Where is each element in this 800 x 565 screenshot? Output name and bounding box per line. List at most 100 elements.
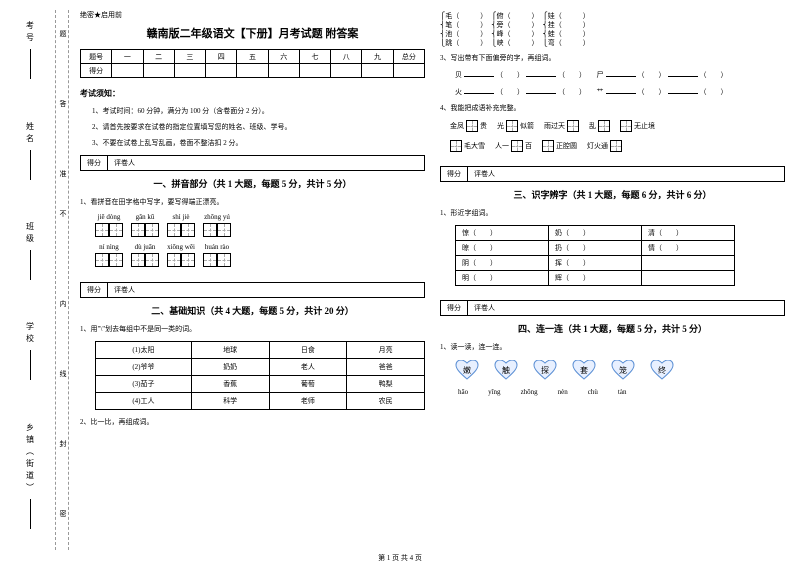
word-cell: 爸爸	[347, 359, 425, 376]
grader-label: 评卷人	[468, 301, 501, 315]
blank	[526, 69, 556, 77]
tzg-cell	[542, 140, 554, 152]
question-text: 1、看拼音在田字格中写字，要写得端正漂亮。	[80, 197, 425, 207]
char: 蛙	[548, 30, 555, 38]
notice-item: 3、不要在试卷上乱写乱画，卷面不整洁扣 2 分。	[92, 138, 425, 148]
char: 峡	[497, 39, 504, 47]
idiom-post: 无止境	[634, 121, 655, 131]
table-row: (4)工人科学老师农民	[96, 393, 425, 410]
radical-char: 贝	[455, 71, 462, 79]
notice-item: 1、考试时间：60 分钟，满分为 100 分（含卷面分 2 分）。	[92, 106, 425, 116]
idiom-pre: 金凤	[450, 121, 464, 131]
label-text: 班级	[25, 222, 36, 246]
right-column: ⎧毛（ ） ⎨笔（ ） ⎨池（ ） ⎩跳（ ） ⎧俯（ ） ⎨旁（ ） ⎨峰（ …	[440, 10, 785, 550]
heart-char: 笼	[619, 365, 627, 376]
label-text: 学校	[25, 322, 36, 346]
heart-icon: 触	[494, 360, 518, 380]
pinyin-match-row: hāo yǐng zhōng nèn chù tàn	[458, 388, 785, 396]
pinyin-text: zhōng yú	[204, 213, 230, 221]
tianzige	[203, 223, 231, 237]
idiom-row: 毛大雪 人一百 正腔圆 灯火通	[450, 140, 785, 152]
heart-item: 终	[650, 360, 674, 380]
label-text: 姓名	[25, 122, 36, 146]
header-cell: 总分	[393, 50, 424, 64]
pinyin-text: hāo	[458, 388, 468, 396]
blank	[464, 86, 494, 94]
pinyin-text: dù juān	[135, 243, 156, 251]
label-text: 考号	[25, 21, 36, 45]
table-row: 晾（ ）扔（ ）情（ ）	[456, 241, 735, 256]
char: 俯	[497, 12, 504, 20]
tzg-cell	[181, 223, 195, 237]
tzg-cell	[203, 253, 217, 267]
tianzige	[131, 253, 159, 267]
header-cell: 八	[331, 50, 362, 64]
word-cell: 奶奶	[191, 359, 269, 376]
tzg-cell	[131, 223, 145, 237]
word-cell: 科学	[191, 393, 269, 410]
xing-cell: 惊（ ）	[456, 226, 549, 241]
pinyin-group: jiě dòng	[95, 213, 123, 237]
tzg-cell	[567, 120, 579, 132]
fill-line	[30, 499, 31, 529]
grader-label: 评卷人	[468, 167, 501, 181]
word-cell: 老师	[269, 393, 347, 410]
tzg-cell	[145, 223, 159, 237]
vert-label: 班级	[25, 222, 36, 280]
char-paren: 清（	[648, 229, 662, 237]
score-label: 得分	[81, 283, 108, 297]
tzg-cell	[620, 120, 632, 132]
char-paren: 明（	[462, 274, 476, 282]
blank	[668, 86, 698, 94]
seal-hint: 密	[58, 510, 68, 517]
idiom-item: 灯火通	[587, 140, 622, 152]
notice-item: 2、请首先按要求在试卷的指定位置填写您的姓名、班级、学号。	[92, 122, 425, 132]
heart-item: 套	[572, 360, 596, 380]
idiom-item: 金凤贵	[450, 120, 487, 132]
idiom-item: 人一百	[495, 140, 532, 152]
fill-line	[30, 150, 31, 180]
pinyin-text: huán rào	[205, 243, 229, 251]
table-row: 阴（ ）挥（ ）	[456, 256, 735, 271]
left-column: 绝密★启用前 赣南版二年级语文【下册】月考试题 附答案 题号 一 二 三 四 五…	[80, 10, 425, 550]
grader-box: 得分 评卷人	[80, 155, 425, 171]
heart-char: 套	[580, 365, 588, 376]
seal-hint: 线	[58, 370, 68, 377]
word-cell: (4)工人	[96, 393, 192, 410]
tzg-cell	[167, 223, 181, 237]
tzg-cell	[217, 253, 231, 267]
seal-hint: 答	[58, 100, 68, 107]
xing-cell: 情（ ）	[642, 241, 735, 256]
idiom-item: 正腔圆	[542, 140, 577, 152]
heart-icon: 嫩	[455, 360, 479, 380]
word-cell: 地球	[191, 342, 269, 359]
radical-char: 艹	[597, 88, 604, 96]
word-cell: 鸭梨	[347, 376, 425, 393]
idiom-post: 正腔圆	[556, 141, 577, 151]
score-cell	[206, 64, 237, 78]
tzg-cell	[145, 253, 159, 267]
heart-item: 笼	[611, 360, 635, 380]
vert-label: 姓名	[25, 122, 36, 180]
heart-char: 探	[541, 365, 549, 376]
word-cell: (3)茄子	[96, 376, 192, 393]
header-cell: 六	[268, 50, 299, 64]
bracket-group: ⎧娃（ ） ⎨挂（ ） ⎨蛙（ ） ⎩弯（ ）	[543, 12, 590, 48]
grader-label: 评卷人	[108, 283, 141, 297]
score-summary-table: 题号 一 二 三 四 五 六 七 八 九 总分 得分	[80, 49, 425, 78]
pinyin-row: jiě dòng gǎn kū shì jiè zhōng yú	[95, 213, 425, 237]
pinyin-text: jiě dòng	[98, 213, 121, 221]
score-cell	[112, 64, 143, 78]
grader-box: 得分 评卷人	[80, 282, 425, 298]
pinyin-group: shì jiè	[167, 213, 195, 237]
pinyin-text: tàn	[618, 388, 627, 396]
word-cell: 老人	[269, 359, 347, 376]
char: 峰	[497, 30, 504, 38]
heart-char: 终	[658, 365, 666, 376]
heart-row: 嫩 触 探 套 笼 终	[455, 360, 785, 380]
tianzige	[95, 223, 123, 237]
exam-title: 赣南版二年级语文【下册】月考试题 附答案	[80, 25, 425, 41]
tianzige	[131, 223, 159, 237]
header-cell: 一	[112, 50, 143, 64]
score-cell	[331, 64, 362, 78]
